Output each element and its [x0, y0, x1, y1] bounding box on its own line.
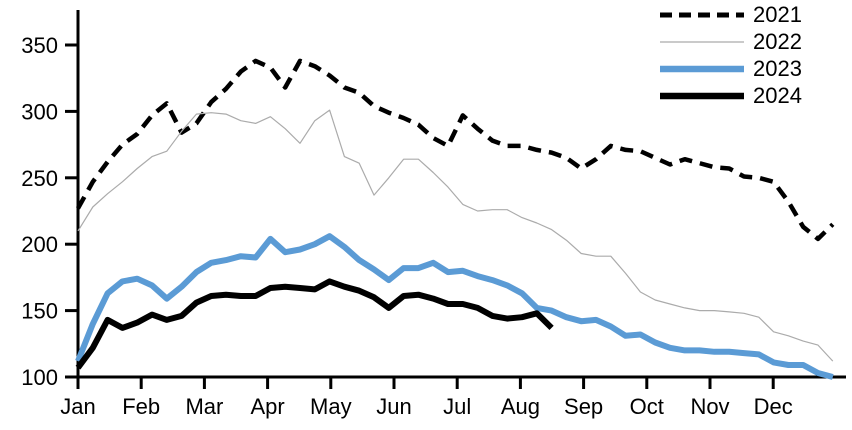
- y-tick-label: 350: [21, 33, 58, 58]
- x-tick-label: Sep: [564, 394, 603, 419]
- x-tick-label: Mar: [185, 394, 223, 419]
- legend-label-2022: 2022: [753, 28, 802, 54]
- y-tick-label: 300: [21, 99, 58, 124]
- x-tick-label: May: [310, 394, 352, 419]
- x-tick-label: Jun: [376, 394, 411, 419]
- y-tick-label: 200: [21, 232, 58, 257]
- legend-label-2023: 2023: [753, 55, 802, 81]
- legend-item-2022: 2022: [656, 28, 846, 55]
- legend-item-2021: 2021: [656, 1, 846, 28]
- x-tick-label: Jan: [60, 394, 95, 419]
- x-tick-label: Dec: [754, 394, 793, 419]
- x-tick-label: Oct: [630, 394, 664, 419]
- series-line-2022: [77, 109, 834, 362]
- x-tick-label: Apr: [250, 394, 284, 419]
- legend-line-sample-2021: [660, 12, 744, 17]
- legend-line-sample-2023: [660, 65, 744, 72]
- x-tick-label: Jul: [443, 394, 471, 419]
- series-line-2023: [75, 233, 834, 380]
- legend-item-2023: 2023: [656, 55, 846, 82]
- legend-label-2021: 2021: [753, 1, 802, 27]
- legend-item-2024: 2024: [656, 82, 846, 109]
- series-line-2024: [75, 278, 554, 370]
- x-tick-label: Aug: [501, 394, 540, 419]
- x-tick-label: Nov: [690, 394, 729, 419]
- y-tick-label: 100: [21, 365, 58, 390]
- y-tick-label: 150: [21, 299, 58, 324]
- series-line-2021: [76, 58, 835, 242]
- legend-label-2024: 2024: [753, 82, 802, 108]
- x-tick-label: Feb: [122, 394, 160, 419]
- y-tick-label: 250: [21, 166, 58, 191]
- chart-legend: 2021 2022 2023 2024: [656, 1, 846, 109]
- legend-line-sample-2022: [660, 40, 744, 43]
- legend-line-sample-2024: [660, 92, 744, 99]
